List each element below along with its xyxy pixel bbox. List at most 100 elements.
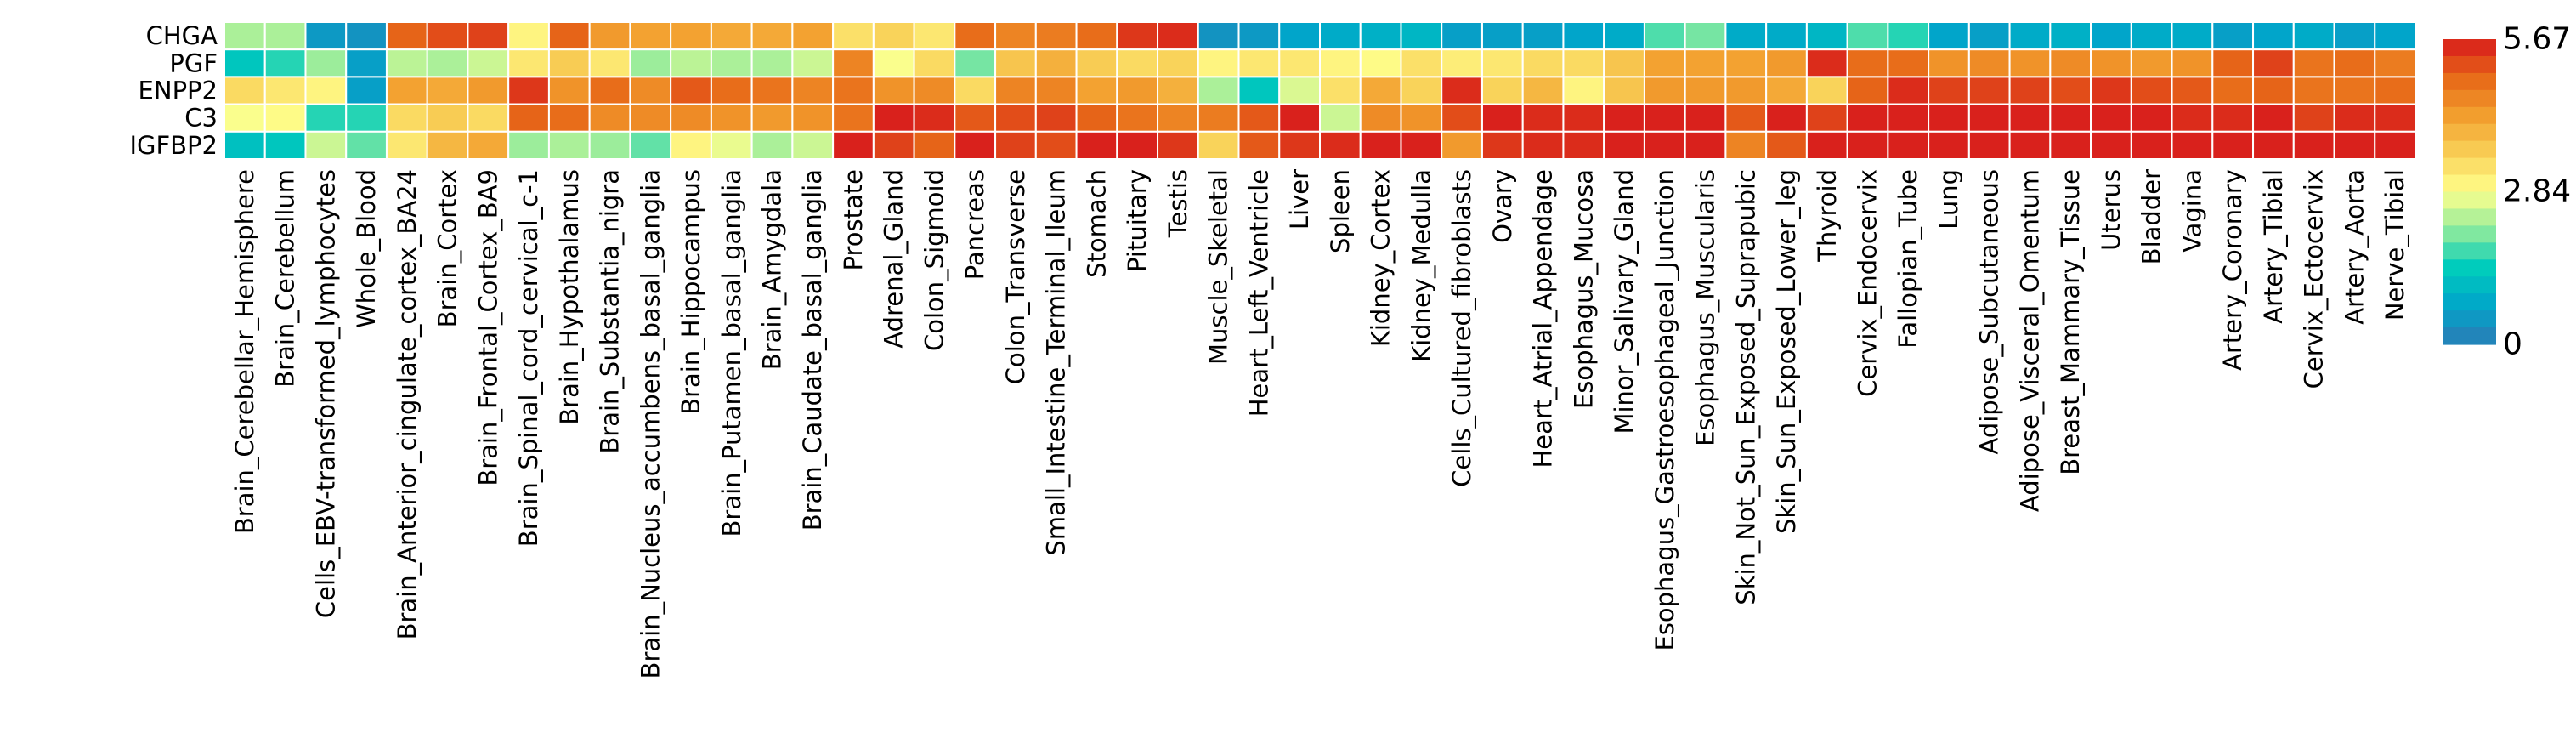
heatmap-cell — [1967, 48, 2011, 78]
heatmap-cell — [304, 103, 348, 133]
heatmap-cell — [832, 48, 875, 78]
heatmap-cell — [750, 76, 794, 105]
column-label: Cells_EBV-transformed_lymphocytes — [311, 169, 340, 618]
heatmap-cell — [224, 103, 266, 133]
column-label: Whole_Blood — [352, 169, 381, 328]
column-label: Heart_Atrial_Appendage — [1529, 169, 1558, 469]
heatmap-cell — [2090, 21, 2132, 51]
heatmap-cell — [1278, 103, 1322, 133]
heatmap-cell — [467, 103, 510, 133]
heatmap-cell — [1887, 103, 1930, 133]
heatmap-cell — [1400, 21, 1443, 51]
heatmap-cell — [2130, 48, 2173, 78]
colorbar-segment — [2443, 327, 2496, 345]
heatmap-cell — [1643, 21, 1686, 51]
colorbar-segment — [2443, 123, 2496, 142]
heatmap-cell — [1805, 76, 1848, 105]
heatmap-cell — [1400, 103, 1443, 133]
heatmap-cell — [1521, 21, 1565, 51]
heatmap-cell — [1400, 76, 1443, 105]
column-label: Cervix_Endocervix — [1854, 169, 1882, 397]
heatmap-cell — [2049, 21, 2092, 51]
column-label: Liver — [1285, 169, 1314, 230]
heatmap-cell — [1400, 48, 1443, 78]
heatmap-cell — [872, 21, 915, 51]
heatmap-cell — [2292, 103, 2335, 133]
column-label: Kidney_Medulla — [1407, 169, 1435, 362]
colorbar-segment — [2443, 106, 2496, 125]
heatmap-cell — [547, 21, 591, 51]
heatmap-cell — [1562, 103, 1605, 133]
heatmap-cell — [629, 103, 672, 133]
column-label: Brain_Spinal_cord_cervical_c-1 — [514, 169, 543, 547]
heatmap-cell — [913, 103, 956, 133]
heatmap-cell — [1034, 103, 1078, 133]
heatmap-cell — [588, 48, 631, 78]
column-label: Artery_Tibial — [2259, 169, 2288, 324]
column-label: Brain_Amygdala — [758, 169, 787, 370]
heatmap-cell — [1603, 21, 1645, 51]
heatmap-cell — [507, 130, 550, 161]
colorbar-segment — [2443, 39, 2496, 57]
heatmap-cell — [1643, 48, 1686, 78]
heatmap-cell — [588, 130, 631, 161]
heatmap-cell — [345, 48, 388, 78]
heatmap-cell — [1359, 76, 1402, 105]
heatmap-cell — [385, 48, 428, 78]
heatmap-cell — [1603, 130, 1645, 161]
heatmap-cell — [2090, 48, 2132, 78]
heatmap-cell — [1846, 103, 1889, 133]
heatmap-cell — [345, 76, 388, 105]
colorbar-segment — [2443, 242, 2496, 260]
heatmap-cell — [2252, 48, 2295, 78]
heatmap-cell — [304, 76, 348, 105]
colorbar-segment — [2443, 157, 2496, 176]
heatmap-cell — [1480, 103, 1524, 133]
heatmap-cell — [385, 130, 428, 161]
column-label: Colon_Sigmoid — [920, 169, 948, 351]
heatmap-cell — [1441, 21, 1483, 51]
heatmap-cell — [1319, 76, 1362, 105]
heatmap-cell — [2090, 130, 2132, 161]
heatmap-cell — [670, 103, 712, 133]
heatmap-cell — [2292, 48, 2335, 78]
row-label: C3 — [184, 104, 218, 133]
heatmap-cell — [1603, 103, 1645, 133]
heatmap-cell — [750, 21, 794, 51]
column-label: Bladder — [2137, 169, 2166, 264]
column-label: Brain_Cerebellar_Hemisphere — [230, 169, 259, 534]
heatmap-cell — [2008, 103, 2052, 133]
column-label: Kidney_Cortex — [1367, 169, 1396, 347]
heatmap-cell — [1521, 103, 1565, 133]
row-label: IGFBP2 — [129, 131, 218, 160]
heatmap-cell — [670, 130, 712, 161]
heatmap-cell — [1765, 130, 1808, 161]
heatmap-cell — [1441, 103, 1483, 133]
heatmap-cell — [629, 76, 672, 105]
heatmap-cell — [1724, 76, 1768, 105]
heatmap-cell — [588, 21, 631, 51]
heatmap-cell — [2171, 130, 2214, 161]
colorbar-segment — [2443, 72, 2496, 91]
column-label: Spleen — [1326, 169, 1355, 253]
heatmap-cell — [263, 103, 307, 133]
heatmap-cell — [629, 130, 672, 161]
heatmap-cell — [629, 48, 672, 78]
heatmap-cell — [710, 48, 753, 78]
heatmap-cell — [750, 103, 794, 133]
heatmap-cell — [1278, 48, 1322, 78]
column-label: Esophagus_Gastroesophageal_Junction — [1650, 169, 1679, 651]
heatmap-cell — [832, 103, 875, 133]
heatmap-cell — [224, 76, 266, 105]
heatmap-cell — [1887, 21, 1930, 51]
heatmap-cell — [1480, 48, 1524, 78]
heatmap-cell — [1237, 103, 1281, 133]
heatmap-cell — [1805, 130, 1848, 161]
heatmap-cell — [304, 21, 348, 51]
heatmap-cell — [2374, 48, 2417, 78]
heatmap-cell — [2130, 130, 2173, 161]
heatmap-cell — [1562, 48, 1605, 78]
column-label: Brain_Substantia_nigra — [596, 169, 625, 454]
heatmap-cell — [2008, 130, 2052, 161]
heatmap-cell — [913, 76, 956, 105]
